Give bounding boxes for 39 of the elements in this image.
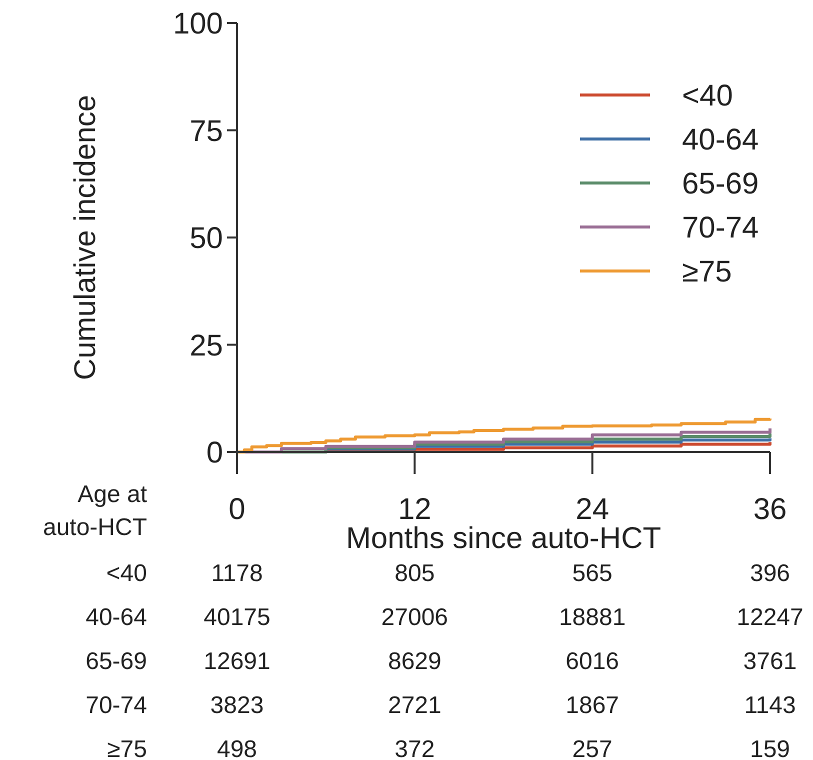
legend-label: 70-74 [682,212,759,244]
y-tick-label: 0 [206,436,223,470]
text: 396 [750,560,790,587]
text: 6016 [566,648,620,675]
text: 12691 [204,648,270,675]
y-axis-title: Cumulative incidence [69,94,102,380]
text: 3761 [743,648,797,675]
text: <40 [106,560,147,587]
text: 805 [394,560,435,587]
text: 565 [572,560,612,587]
legend-label: <40 [682,80,733,112]
y-tick-label: 100 [172,8,223,40]
text: 12247 [736,604,804,631]
legend-label: ≥75 [682,256,732,288]
text: Age at auto-HCT [42,481,148,541]
text: 159 [750,736,790,760]
text: 40175 [204,604,270,631]
text: 3823 [210,692,264,719]
text: 498 [216,736,258,760]
text: ≥75 [107,736,147,760]
text: 257 [572,736,612,760]
legend-label: 40-64 [682,124,759,156]
text: 18881 [558,604,626,631]
x-tick-label: 0 [228,493,246,526]
y-tick-label: 50 [190,222,223,255]
legend-label: 65-69 [682,168,759,200]
text: 40-64 [86,604,147,631]
text: 2721 [388,692,442,719]
y-tick-label: 75 [190,114,223,148]
text: 1867 [566,692,620,719]
text: 372 [394,736,435,760]
x-tick-label: 36 [753,493,787,526]
y-tick-label: 25 [190,329,223,362]
text: 65-69 [86,648,147,675]
text: 1143 [744,692,796,719]
text: 1178 [211,560,263,587]
text: 70-74 [86,692,147,719]
text: 27006 [381,604,448,631]
text: 8629 [388,648,442,675]
